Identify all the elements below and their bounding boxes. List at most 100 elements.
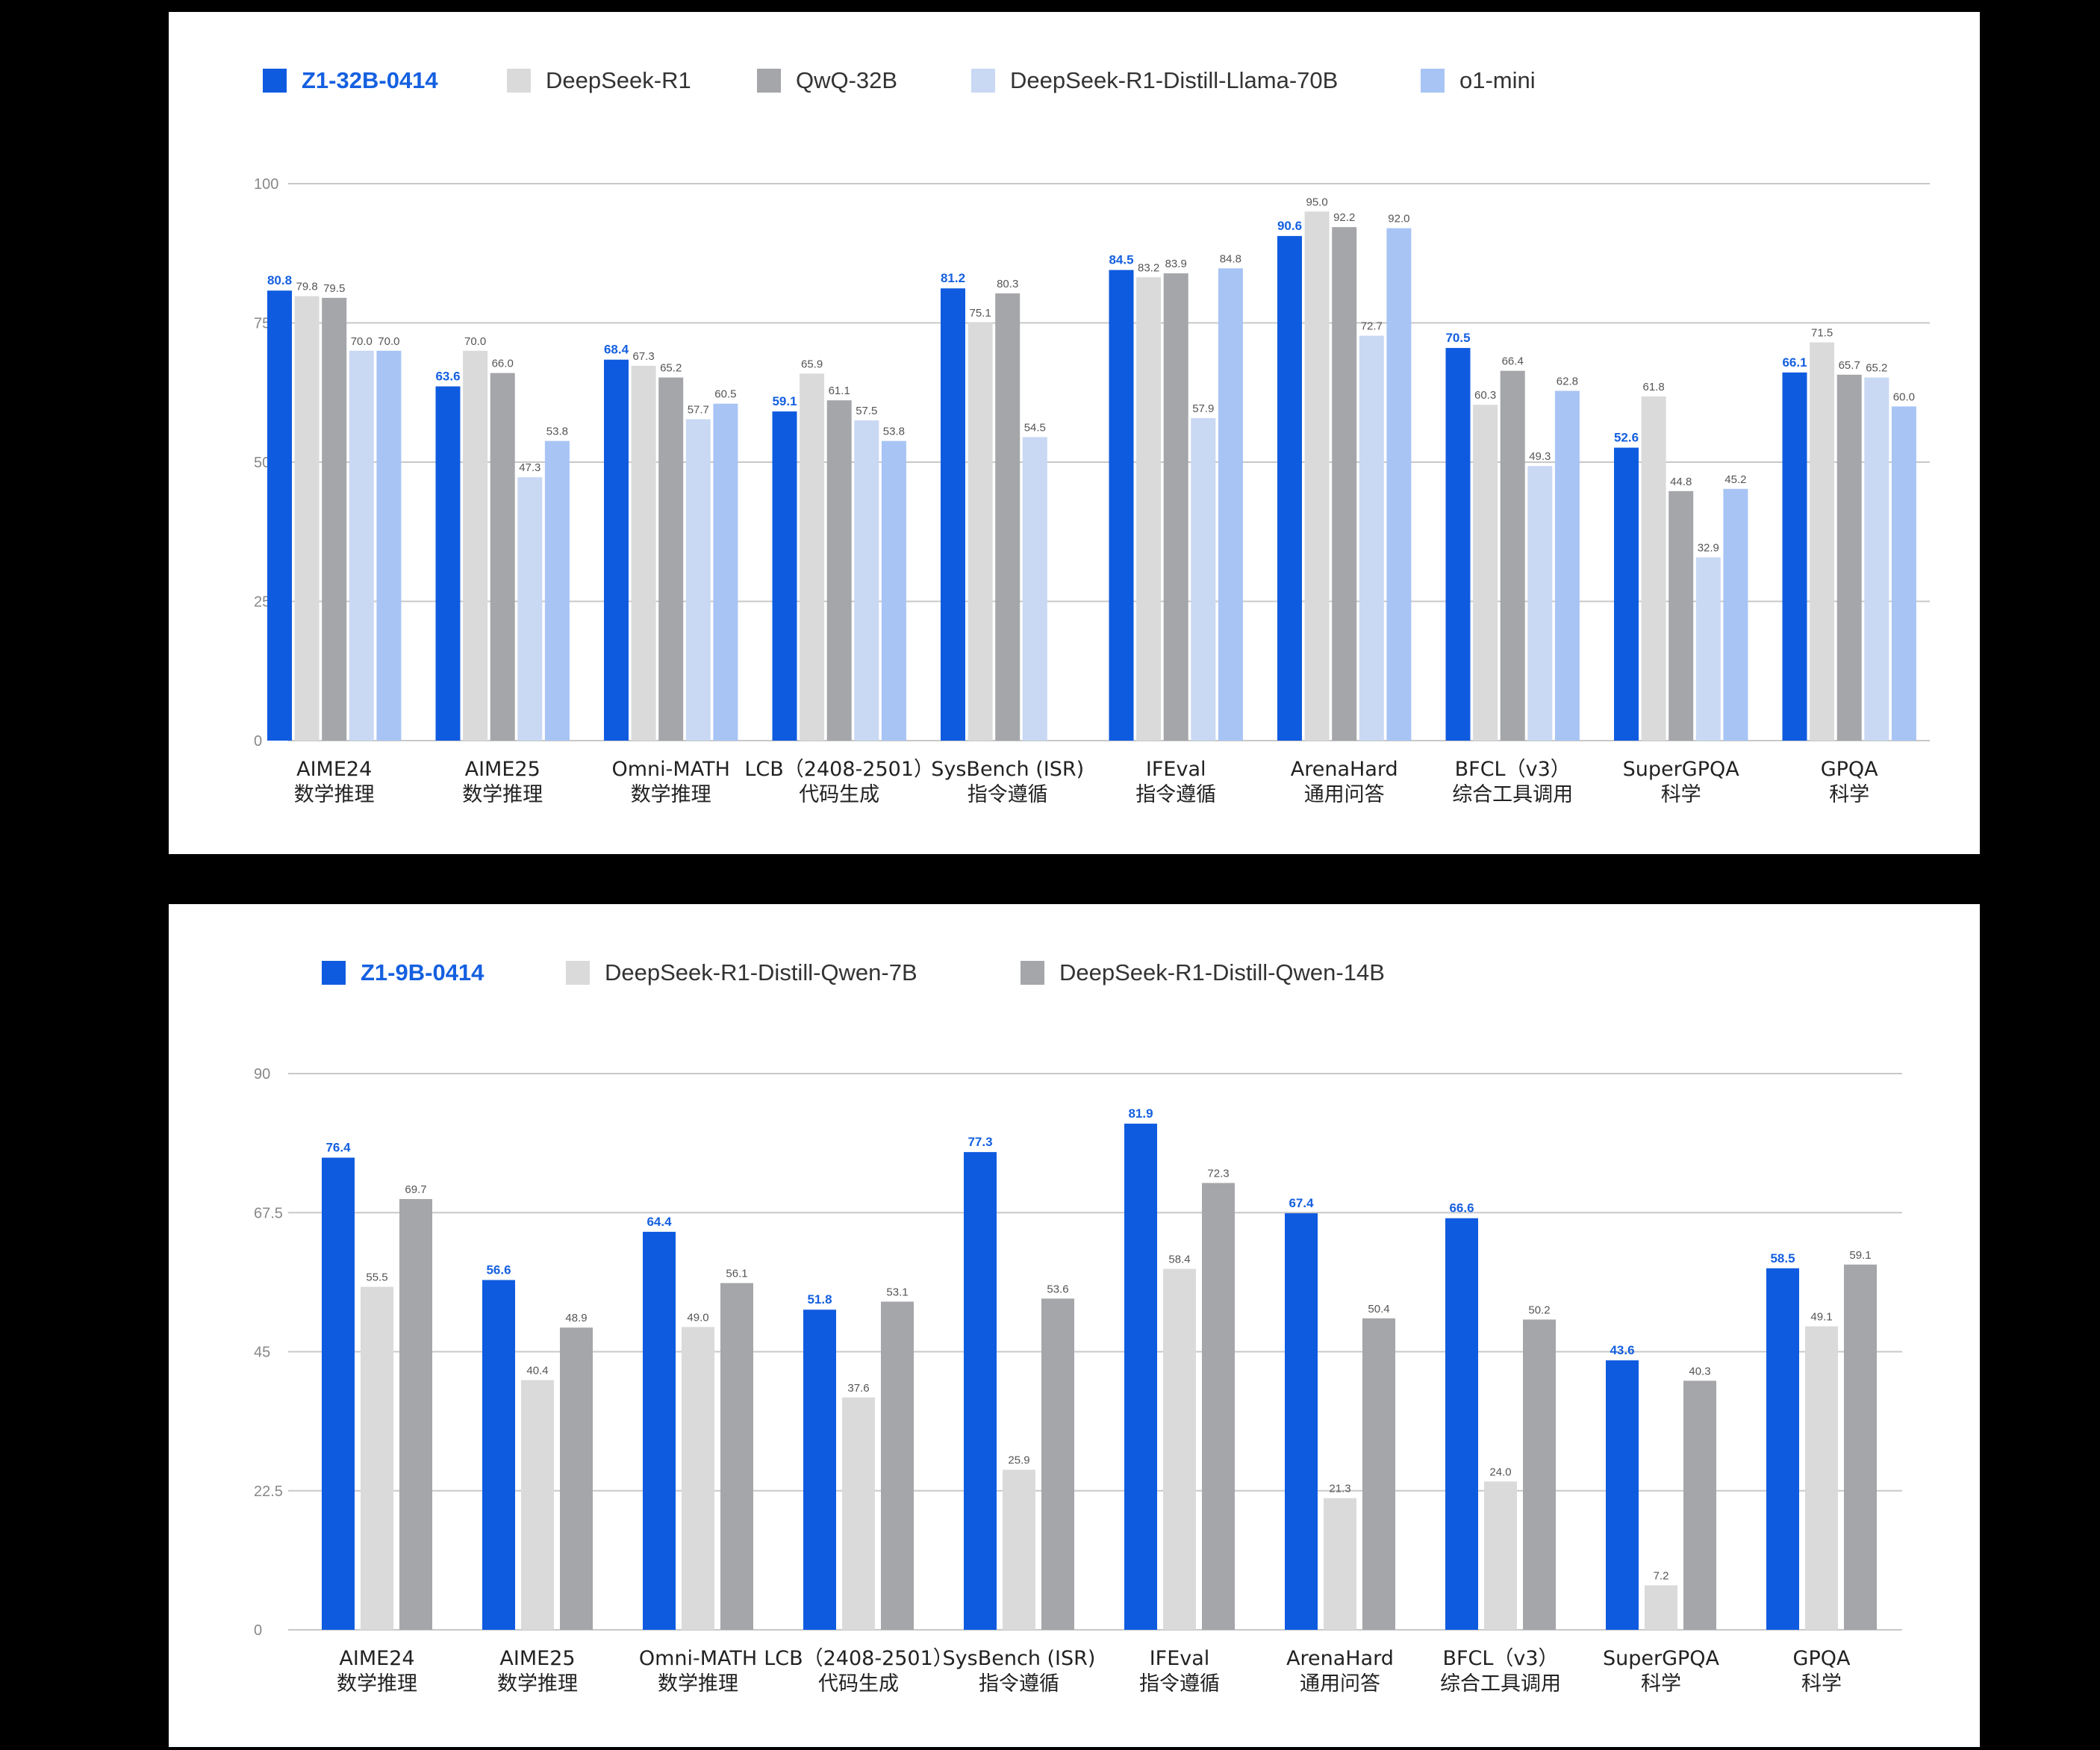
data-label: 61.8 bbox=[1642, 381, 1664, 393]
x-category-sublabel: 数学推理 bbox=[294, 783, 375, 806]
legend-swatch bbox=[263, 69, 287, 93]
data-label: 84.5 bbox=[1109, 253, 1133, 267]
data-label: 59.1 bbox=[1849, 1249, 1871, 1262]
data-label: 66.6 bbox=[1449, 1201, 1474, 1215]
data-label: 60.5 bbox=[714, 388, 736, 401]
data-label: 62.8 bbox=[1557, 376, 1578, 388]
y-tick-label: 67.5 bbox=[254, 1205, 283, 1221]
bar bbox=[682, 1327, 714, 1630]
bar bbox=[1614, 447, 1639, 741]
legend-item: o1-mini bbox=[1421, 67, 1536, 94]
legend-label: Z1-32B-0414 bbox=[302, 67, 438, 93]
chart-panel-top: Z1-32B-0414 DeepSeek-R1 QwQ-32B DeepSeek-R1… bbox=[169, 12, 1980, 854]
bar bbox=[1484, 1481, 1517, 1630]
y-tick-label: 45 bbox=[254, 1345, 270, 1361]
data-label: 65.7 bbox=[1839, 359, 1860, 372]
data-label: 57.7 bbox=[688, 404, 709, 417]
legend-item: DeepSeek-R1-Distill-Qwen-14B bbox=[1021, 959, 1385, 986]
bar bbox=[349, 350, 374, 741]
bar bbox=[1723, 488, 1748, 741]
y-tick-label: 0 bbox=[254, 1622, 262, 1639]
x-category-label: AIME25 bbox=[499, 1647, 575, 1670]
legend-item: Z1-9B-0414 bbox=[322, 959, 484, 986]
legend-item: DeepSeek-R1-Distill-Llama-70B bbox=[971, 67, 1338, 94]
data-label: 58.5 bbox=[1770, 1251, 1795, 1265]
x-category-label: AIME24 bbox=[339, 1647, 414, 1670]
x-category-sublabel: 综合工具调用 bbox=[1440, 1672, 1561, 1695]
x-category-label: SuperGPQA bbox=[1623, 758, 1740, 781]
bar bbox=[1324, 1498, 1356, 1630]
legend-label: Z1-9B-0414 bbox=[361, 959, 485, 985]
legend-label: o1-mini bbox=[1459, 67, 1536, 93]
data-label: 83.9 bbox=[1165, 258, 1187, 270]
data-label: 66.1 bbox=[1782, 355, 1807, 370]
chart-panel-bottom: Z1-9B-0414 DeepSeek-R1-Distill-Qwen-7B Dee… bbox=[169, 904, 1980, 1747]
bar bbox=[1805, 1326, 1838, 1630]
bar bbox=[1891, 406, 1916, 741]
bar bbox=[1782, 372, 1807, 741]
bar bbox=[1669, 491, 1694, 741]
y-tick-label: 100 bbox=[254, 176, 278, 193]
x-category-sublabel: 数学推理 bbox=[631, 783, 711, 806]
bar bbox=[1836, 374, 1862, 741]
legend-swatch bbox=[971, 69, 995, 93]
bar bbox=[1523, 1319, 1556, 1630]
bar bbox=[842, 1397, 875, 1630]
bar bbox=[322, 1157, 355, 1630]
legend-swatch bbox=[1021, 961, 1044, 985]
bar bbox=[1695, 557, 1721, 741]
x-category-label: ArenaHard bbox=[1291, 758, 1398, 781]
bar bbox=[1766, 1268, 1799, 1630]
bar bbox=[1683, 1380, 1716, 1630]
data-label: 75.1 bbox=[969, 307, 991, 320]
bar bbox=[294, 296, 320, 741]
data-label: 51.8 bbox=[807, 1292, 832, 1307]
bar bbox=[854, 420, 879, 741]
data-label: 79.5 bbox=[323, 282, 345, 295]
x-category-sublabel: 代码生成 bbox=[799, 783, 879, 806]
data-label: 49.1 bbox=[1810, 1311, 1832, 1324]
legend-swatch bbox=[566, 961, 590, 985]
bar bbox=[1810, 342, 1835, 741]
data-label: 72.7 bbox=[1361, 320, 1383, 333]
data-label: 83.2 bbox=[1138, 261, 1159, 274]
bar bbox=[1285, 1213, 1318, 1630]
data-label: 24.0 bbox=[1489, 1466, 1511, 1478]
data-label: 58.4 bbox=[1168, 1254, 1190, 1266]
bar bbox=[517, 477, 543, 741]
x-category-label: Omni-MATH bbox=[639, 1647, 757, 1670]
x-category-sublabel: 指令遵循 bbox=[1135, 783, 1216, 806]
data-label: 53.8 bbox=[546, 426, 568, 438]
data-label: 43.6 bbox=[1610, 1343, 1634, 1357]
data-label: 60.3 bbox=[1474, 389, 1496, 402]
data-label: 92.0 bbox=[1388, 213, 1409, 225]
legend-label: QwQ-32B bbox=[796, 67, 898, 93]
bar bbox=[1202, 1183, 1235, 1630]
bar bbox=[322, 297, 347, 741]
legend-label: DeepSeek-R1-Distill-Llama-70B bbox=[1010, 67, 1339, 93]
data-label: 67.3 bbox=[632, 350, 654, 363]
x-category-sublabel: 数学推理 bbox=[462, 783, 543, 806]
x-category-label: GPQA bbox=[1821, 758, 1878, 781]
bar bbox=[1041, 1298, 1074, 1630]
x-category-label: IFEval bbox=[1150, 1647, 1210, 1670]
data-label: 65.2 bbox=[1866, 362, 1887, 375]
data-label: 25.9 bbox=[1008, 1454, 1029, 1467]
data-label: 53.6 bbox=[1047, 1283, 1068, 1295]
y-tick-label: 50 bbox=[254, 455, 270, 471]
legend-label: DeepSeek-R1-Distill-Qwen-7B bbox=[605, 959, 917, 985]
bar bbox=[1332, 227, 1357, 741]
bar-chart-bottom: 022.54567.59076.455.569.7AIME24数学推理56.64… bbox=[254, 1066, 1902, 1695]
data-label: 53.1 bbox=[886, 1286, 908, 1298]
x-category-label: SysBench (ISR) bbox=[931, 758, 1084, 781]
x-category-sublabel: 通用问答 bbox=[1300, 1672, 1380, 1695]
data-label: 70.0 bbox=[378, 335, 399, 348]
data-label: 84.8 bbox=[1220, 252, 1241, 265]
x-category-label: Omni-MATH bbox=[612, 758, 730, 781]
data-label: 57.9 bbox=[1192, 402, 1214, 415]
bar bbox=[463, 350, 488, 741]
bar bbox=[803, 1310, 836, 1630]
legend-item: QwQ-32B bbox=[757, 67, 897, 94]
x-category-label: ArenaHard bbox=[1286, 1647, 1394, 1670]
